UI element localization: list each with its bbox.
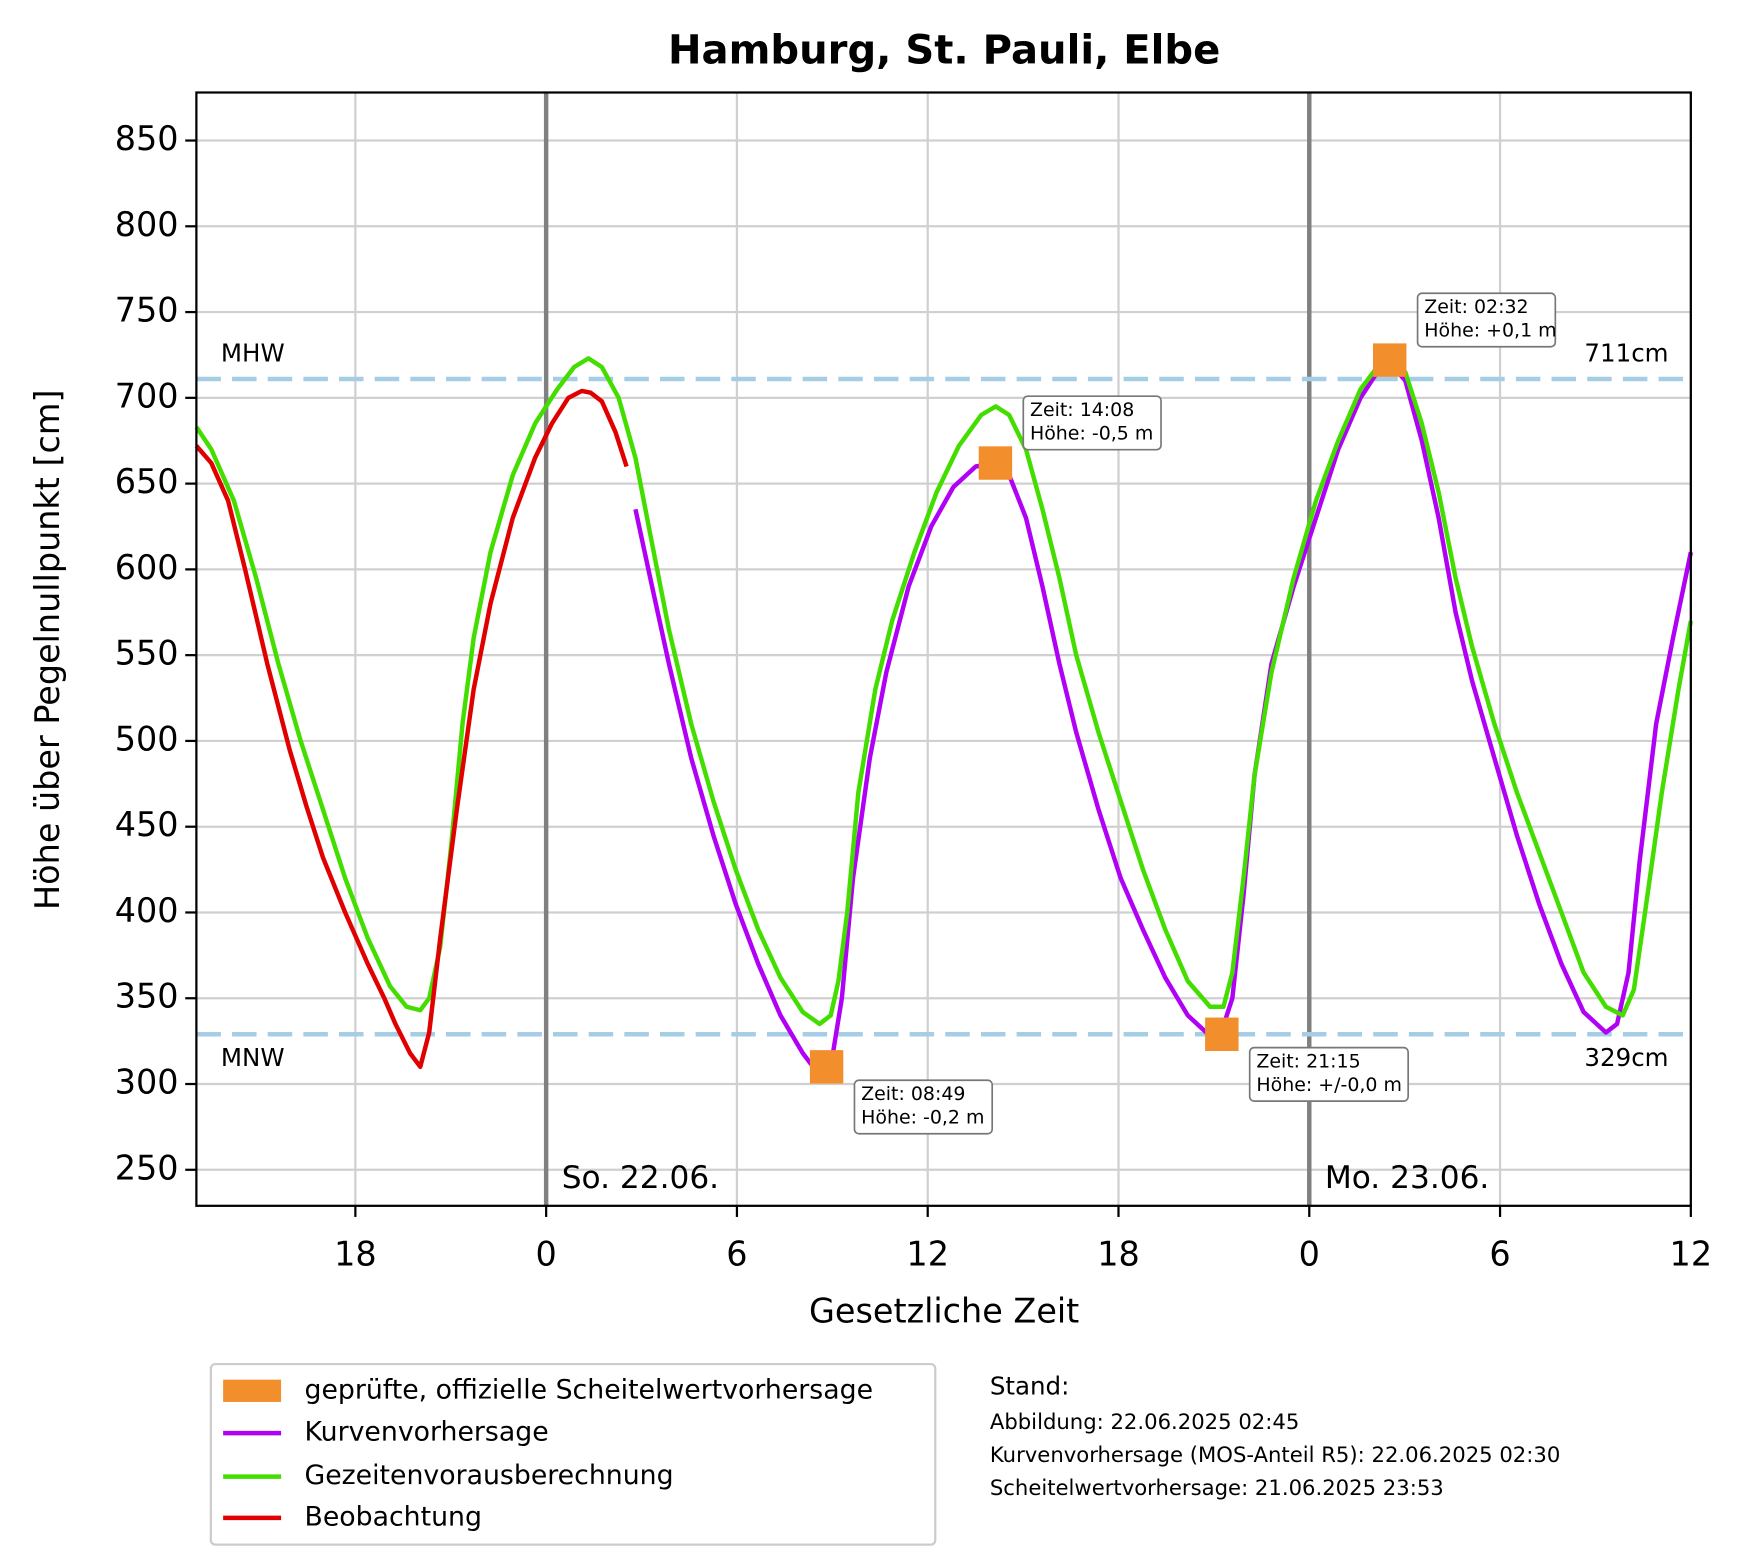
y-tick-label: 400 <box>115 891 179 930</box>
x-tick-label: 18 <box>1097 1234 1140 1273</box>
x-tick-label: 12 <box>1670 1234 1713 1273</box>
stand-line: Kurvenvorhersage (MOS-Anteil R5): 22.06.… <box>990 1442 1560 1467</box>
y-tick-label: 450 <box>115 805 179 844</box>
x-tick-label: 6 <box>726 1234 747 1273</box>
legend-label: Beobachtung <box>304 1501 481 1532</box>
annotation-text: Zeit: 02:32 <box>1424 296 1528 318</box>
annotation-text: Zeit: 21:15 <box>1256 1051 1360 1073</box>
annotation-text: Höhe: +0,1 m <box>1424 320 1556 342</box>
y-tick-label: 600 <box>115 548 179 587</box>
peak-marker <box>978 446 1013 480</box>
annotation-box <box>853 1079 994 1135</box>
legend-box <box>209 1362 937 1546</box>
y-tick-label: 250 <box>115 1148 179 1187</box>
series-line <box>633 362 1694 1078</box>
y-axis-label: Höhe über Pegelnullpunkt [cm] <box>28 389 67 909</box>
chart-title: Hamburg, St. Pauli, Elbe <box>668 27 1220 73</box>
reference-value: 711cm <box>1584 338 1668 367</box>
annotation-box <box>1022 395 1162 451</box>
legend-label: Gezeitenvorausberechnung <box>304 1460 673 1491</box>
y-tick-label: 800 <box>115 205 179 244</box>
legend-swatch <box>223 1379 282 1402</box>
y-tick-label: 350 <box>115 977 179 1016</box>
stand-line: Abbildung: 22.06.2025 02:45 <box>990 1409 1299 1434</box>
y-tick-label: 300 <box>115 1063 179 1102</box>
stand-title: Stand: <box>990 1371 1070 1400</box>
y-tick-label: 550 <box>115 634 179 673</box>
x-tick-label: 0 <box>1299 1234 1320 1273</box>
reference-name: MHW <box>221 338 285 367</box>
series-line <box>194 388 629 1070</box>
annotation-text: Höhe: +/-0,0 m <box>1256 1074 1402 1096</box>
annotation-text: Zeit: 14:08 <box>1030 399 1134 421</box>
x-tick-label: 6 <box>1489 1234 1510 1273</box>
peak-marker <box>1205 1017 1239 1051</box>
annotation-text: Höhe: -0,5 m <box>1030 423 1153 445</box>
series-line <box>194 356 1694 1027</box>
annotation-box <box>1416 292 1557 348</box>
reference-name: MNW <box>221 1043 285 1072</box>
peak-marker <box>1373 343 1407 377</box>
peak-marker <box>809 1050 844 1084</box>
plot-frame <box>195 91 1692 1207</box>
day-label: Mo. 23.06. <box>1325 1160 1489 1196</box>
y-tick-label: 700 <box>115 376 179 415</box>
y-tick-label: 850 <box>115 119 179 158</box>
x-tick-label: 12 <box>906 1234 949 1273</box>
y-tick-label: 750 <box>115 291 179 330</box>
y-tick-label: 500 <box>115 719 179 758</box>
day-label: So. 22.06. <box>562 1160 719 1196</box>
stand-line: Scheitelwertvorhersage: 21.06.2025 23:53 <box>990 1475 1444 1500</box>
annotation-text: Zeit: 08:49 <box>861 1083 965 1105</box>
annotation-box <box>1248 1046 1409 1102</box>
legend-label: geprüfte, offizielle Scheitelwertvorhers… <box>304 1374 873 1405</box>
y-tick-label: 650 <box>115 462 179 501</box>
annotation-text: Höhe: -0,2 m <box>861 1107 984 1129</box>
x-tick-label: 0 <box>536 1234 557 1273</box>
x-axis-label: Gesetzliche Zeit <box>809 1291 1079 1330</box>
x-tick-label: 18 <box>334 1234 377 1273</box>
reference-value: 329cm <box>1584 1043 1668 1072</box>
legend-label: Kurvenvorhersage <box>304 1417 548 1448</box>
